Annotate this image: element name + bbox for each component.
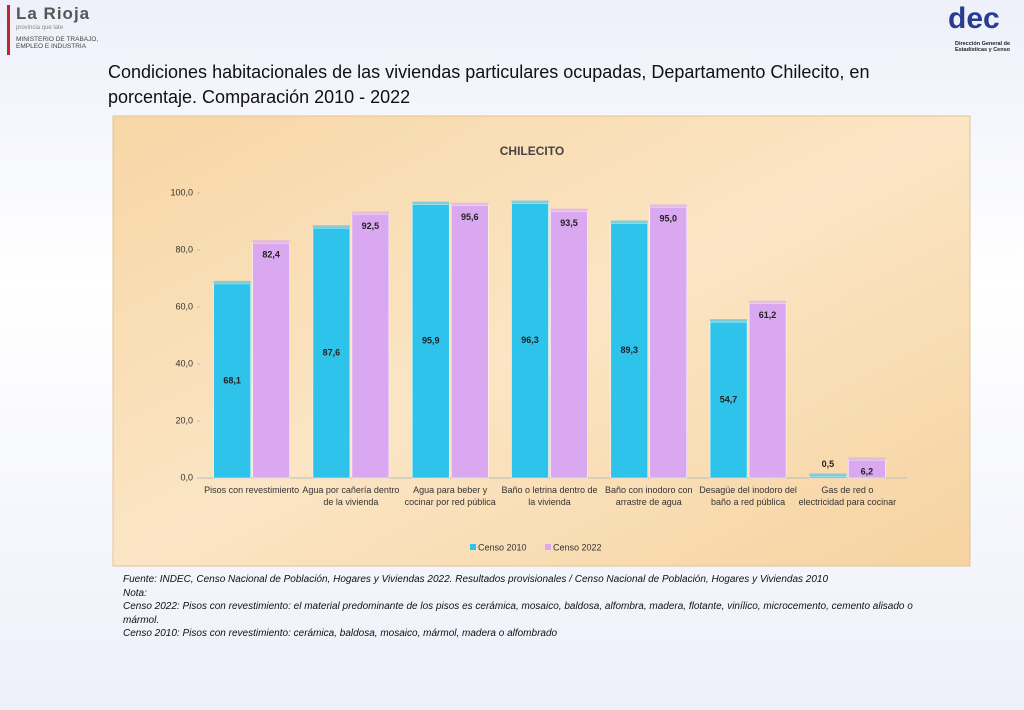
bar	[511, 203, 549, 479]
bar	[252, 242, 290, 479]
bar	[213, 283, 251, 479]
bar-top	[351, 211, 389, 215]
x-tick-label-box: Gas de red o electricidad para cocinar	[798, 485, 897, 507]
y-tick-label: 60,0	[175, 301, 193, 311]
bar	[809, 476, 847, 479]
x-tick-label: Baño con inodoro con arrastre de agua	[604, 485, 693, 507]
bar-top	[412, 201, 450, 205]
bar-top	[610, 220, 648, 224]
logo-bar	[7, 5, 10, 55]
bar-top	[213, 280, 251, 284]
note: Fuente: INDEC, Censo Nacional de Poblaci…	[123, 574, 829, 585]
bar-top	[848, 457, 886, 461]
value-label: 68,1	[223, 375, 241, 385]
bar-top	[511, 200, 549, 204]
bar-top	[550, 208, 588, 212]
bar-top	[451, 202, 489, 206]
bar	[709, 321, 748, 479]
value-label: 6,2	[861, 467, 874, 477]
bar-top	[312, 225, 350, 229]
bar-top	[749, 300, 787, 304]
bar	[649, 207, 688, 479]
bar-top	[649, 204, 687, 208]
logo-right: dec	[948, 2, 1000, 35]
value-label: 95,9	[422, 336, 440, 346]
x-tick-label: Agua por cañería dentro de la vivienda	[302, 485, 400, 507]
bar	[411, 204, 450, 479]
value-label: 54,7	[720, 394, 738, 404]
notes: Fuente: INDEC, Censo Nacional de Poblaci…	[123, 573, 923, 641]
logo-tagline: provincia que late	[16, 25, 64, 31]
x-tick-label-box: Desagüe del inodoro del baño a red públi…	[699, 485, 797, 507]
legend-swatch	[470, 544, 476, 550]
bar	[312, 228, 351, 479]
value-label: 0,5	[822, 459, 835, 469]
value-label: 89,3	[621, 345, 639, 355]
note: Censo 2022: Pisos con revestimiento: el …	[123, 601, 913, 626]
value-label: 95,0	[660, 214, 678, 224]
chart-title: CHILECITO	[500, 144, 564, 158]
bar	[550, 211, 588, 479]
x-tick-label-box: Baño o letrina dentro de la vivienda	[501, 485, 598, 507]
ministry: MINISTERIO DE TRABAJO, EMPLEO E INDUSTRI…	[16, 36, 99, 50]
x-tick-label: Gas de red o electricidad para cocinar	[798, 485, 897, 507]
y-tick-label: 20,0	[175, 415, 193, 425]
x-tick-label: Desagüe del inodoro del baño a red públi…	[699, 485, 797, 507]
value-label: 92,5	[362, 221, 380, 231]
bar-top	[710, 319, 748, 323]
x-tick-label-box: Pisos con revestimiento	[204, 485, 300, 495]
x-tick-label-box: Agua para beber y cocinar por red públic…	[404, 485, 496, 507]
x-tick-label-box: Agua por cañería dentro de la vivienda	[302, 485, 400, 507]
value-label: 93,5	[560, 218, 578, 228]
y-tick-label: 0,0	[180, 472, 193, 482]
slide-title: Condiciones habitacionales de las vivien…	[108, 62, 870, 107]
value-label: 95,6	[461, 212, 479, 222]
x-tick-label-box: Baño con inodoro con arrastre de agua	[604, 485, 693, 507]
legend-label: Censo 2010	[478, 542, 527, 552]
value-label: 61,2	[759, 310, 777, 320]
bar	[610, 223, 649, 479]
note: Nota:	[123, 587, 147, 599]
y-tick-label: 80,0	[175, 244, 193, 254]
value-label: 96,3	[521, 335, 539, 345]
value-label: 82,4	[262, 250, 280, 260]
value-label: 87,6	[323, 348, 341, 358]
legend-label: Censo 2022	[553, 542, 602, 552]
bar	[450, 205, 489, 479]
bar-top	[809, 473, 847, 477]
logo-left: La Rioja	[16, 4, 91, 23]
bar	[351, 214, 390, 479]
legend-swatch	[545, 544, 551, 550]
note: Censo 2010: Pisos con revestimiento: cer…	[123, 628, 558, 639]
y-tick-label: 100,0	[170, 187, 193, 197]
logo-caption: Dirección General de Estadísticas y Cens…	[954, 41, 1011, 53]
x-tick-label: Pisos con revestimiento	[204, 485, 300, 495]
x-tick-label: Baño o letrina dentro de la vivienda	[501, 485, 598, 507]
x-tick-label: Agua para beber y cocinar por red públic…	[404, 485, 496, 507]
bar	[748, 303, 787, 479]
y-tick-label: 40,0	[175, 358, 193, 368]
bar-top	[252, 240, 290, 244]
